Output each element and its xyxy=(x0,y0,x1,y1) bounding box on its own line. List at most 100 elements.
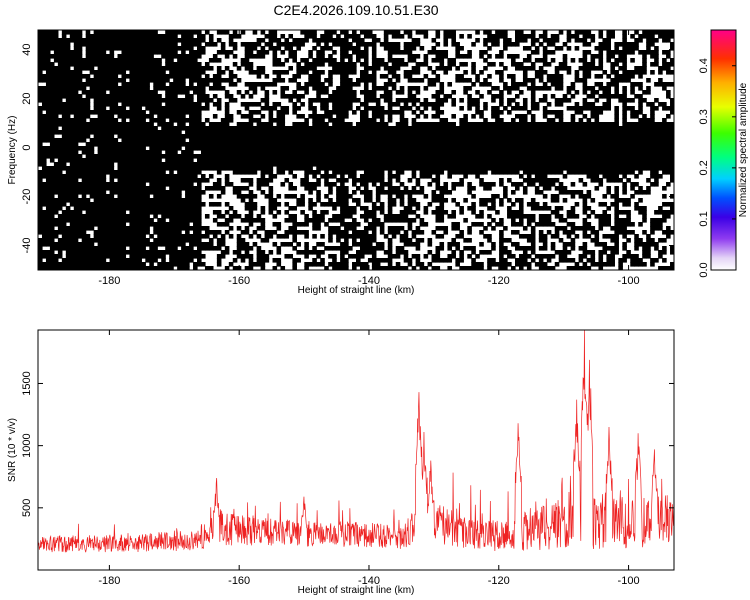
spectrogram-cell xyxy=(81,198,87,203)
spectrogram-cell xyxy=(379,158,385,163)
spectrogram-cell xyxy=(93,34,99,39)
spectrogram-cell xyxy=(129,162,135,167)
spectrogram-cell xyxy=(356,134,361,139)
spectrogram-cell xyxy=(479,202,484,207)
spectrogram-cell xyxy=(220,162,226,167)
spectrogram-cell xyxy=(109,202,115,207)
spectrogram-cell xyxy=(411,110,417,115)
spectrogram-cell xyxy=(38,90,43,95)
spectrogram-cell xyxy=(328,134,333,139)
spectrogram-cell xyxy=(300,114,305,119)
spectrogram-cell xyxy=(463,118,468,123)
spectrogram-cell xyxy=(177,154,182,159)
spectrogram-cell xyxy=(252,162,258,167)
spectrogram-cell xyxy=(332,206,337,211)
spectrogram-cell xyxy=(363,166,369,171)
spectrogram-cell xyxy=(280,114,286,119)
spectrogram-cell xyxy=(73,134,79,139)
spectrogram-cell xyxy=(348,146,353,151)
spectrogram-cell xyxy=(93,118,99,123)
spectrogram-cell xyxy=(387,242,393,247)
spectrogram-cell xyxy=(332,98,337,103)
spectrogram-cell xyxy=(97,70,103,75)
spectrogram-cell xyxy=(359,250,365,255)
spectrogram-cell xyxy=(499,118,504,123)
spectrogram-cell xyxy=(157,254,162,259)
spectrogram-cell xyxy=(224,130,230,135)
spectrogram-cell xyxy=(455,126,460,131)
spectrogram-cell xyxy=(451,166,456,171)
spectrogram-cell xyxy=(344,82,349,87)
spectrogram-cell xyxy=(97,218,103,223)
spectrogram-cell xyxy=(395,46,401,51)
spectrogram-cell xyxy=(165,266,170,270)
spectrogram-cell xyxy=(371,46,377,51)
spectrogram-cell xyxy=(256,134,262,139)
spectrogram-cell xyxy=(61,154,67,159)
spectrogram-cell xyxy=(193,222,198,227)
spectrogram-cell xyxy=(41,234,47,239)
spectrogram-cell xyxy=(356,254,361,259)
spectrogram-cell xyxy=(57,206,63,211)
spectrogram-cell xyxy=(276,62,282,67)
spectrogram-cell xyxy=(97,30,103,35)
spectrogram-cell xyxy=(236,126,242,131)
spectrogram-cell xyxy=(173,46,178,51)
spectrogram-cell xyxy=(487,198,492,203)
spectrogram-cell xyxy=(173,194,178,199)
spectrogram-cell xyxy=(189,218,194,223)
spectrogram-cell xyxy=(157,234,162,239)
spectrogram-cell xyxy=(77,114,83,119)
spectrogram-cell xyxy=(137,214,142,219)
spectrogram-cell xyxy=(451,198,456,203)
spectrogram-cell xyxy=(224,166,230,171)
spectrogram-cell xyxy=(435,246,441,251)
spectrogram-cell xyxy=(125,182,131,187)
spectrogram-cell xyxy=(403,254,409,259)
spectrogram-cell xyxy=(344,170,349,175)
spectrogram-cell xyxy=(407,142,413,147)
spectrogram-cell xyxy=(316,194,321,199)
spectrogram-cell xyxy=(356,54,361,59)
spectrogram-cell xyxy=(232,30,238,35)
spectrogram-cell xyxy=(38,126,43,131)
spectrogram-cell xyxy=(439,58,445,63)
spectrogram-cell xyxy=(399,234,405,239)
spectrogram-cell xyxy=(451,102,456,107)
spectrogram-cell xyxy=(491,98,496,103)
spectrogram-cell xyxy=(145,230,150,235)
spectrogram-cell xyxy=(49,62,55,67)
spectrogram-cell xyxy=(395,254,401,259)
spectrogram-cell xyxy=(53,38,59,43)
spectrogram-cell xyxy=(113,246,119,251)
spectrogram-cell xyxy=(320,166,325,171)
spectrogram-cell xyxy=(129,118,135,123)
spectrogram-cell xyxy=(272,78,278,83)
spectrogram-cell xyxy=(93,250,99,255)
spectrogram-cell xyxy=(403,118,409,123)
spectrogram-cell xyxy=(344,34,349,39)
spectrogram-cell xyxy=(105,122,111,127)
spectrogram-cell xyxy=(212,94,218,99)
spectrogram-cell xyxy=(197,254,202,259)
spectrogram-cell xyxy=(169,114,174,119)
spectrogram-cell xyxy=(304,222,309,227)
spectrogram-cell xyxy=(276,78,282,83)
spectrogram-cell xyxy=(415,230,421,235)
spectrogram-cell xyxy=(113,82,119,87)
spectrogram-cell xyxy=(137,86,142,91)
spectrogram-cell xyxy=(169,210,174,215)
spectrogram-cell xyxy=(189,46,194,51)
spectrogram-cell xyxy=(264,146,270,151)
spectrogram-cell xyxy=(352,70,357,75)
spectrogram-cell xyxy=(161,186,166,191)
spectrogram-cell xyxy=(81,170,87,175)
spectrogram-cell xyxy=(363,178,369,183)
spectrogram-cell xyxy=(161,206,166,211)
spectrogram-cell xyxy=(177,174,182,179)
spectrogram-cell xyxy=(471,158,476,163)
spectrogram-cell xyxy=(49,266,55,270)
spectrogram-cell xyxy=(332,126,337,131)
spectrogram-cell xyxy=(352,234,357,239)
spectrogram-cell xyxy=(352,98,357,103)
